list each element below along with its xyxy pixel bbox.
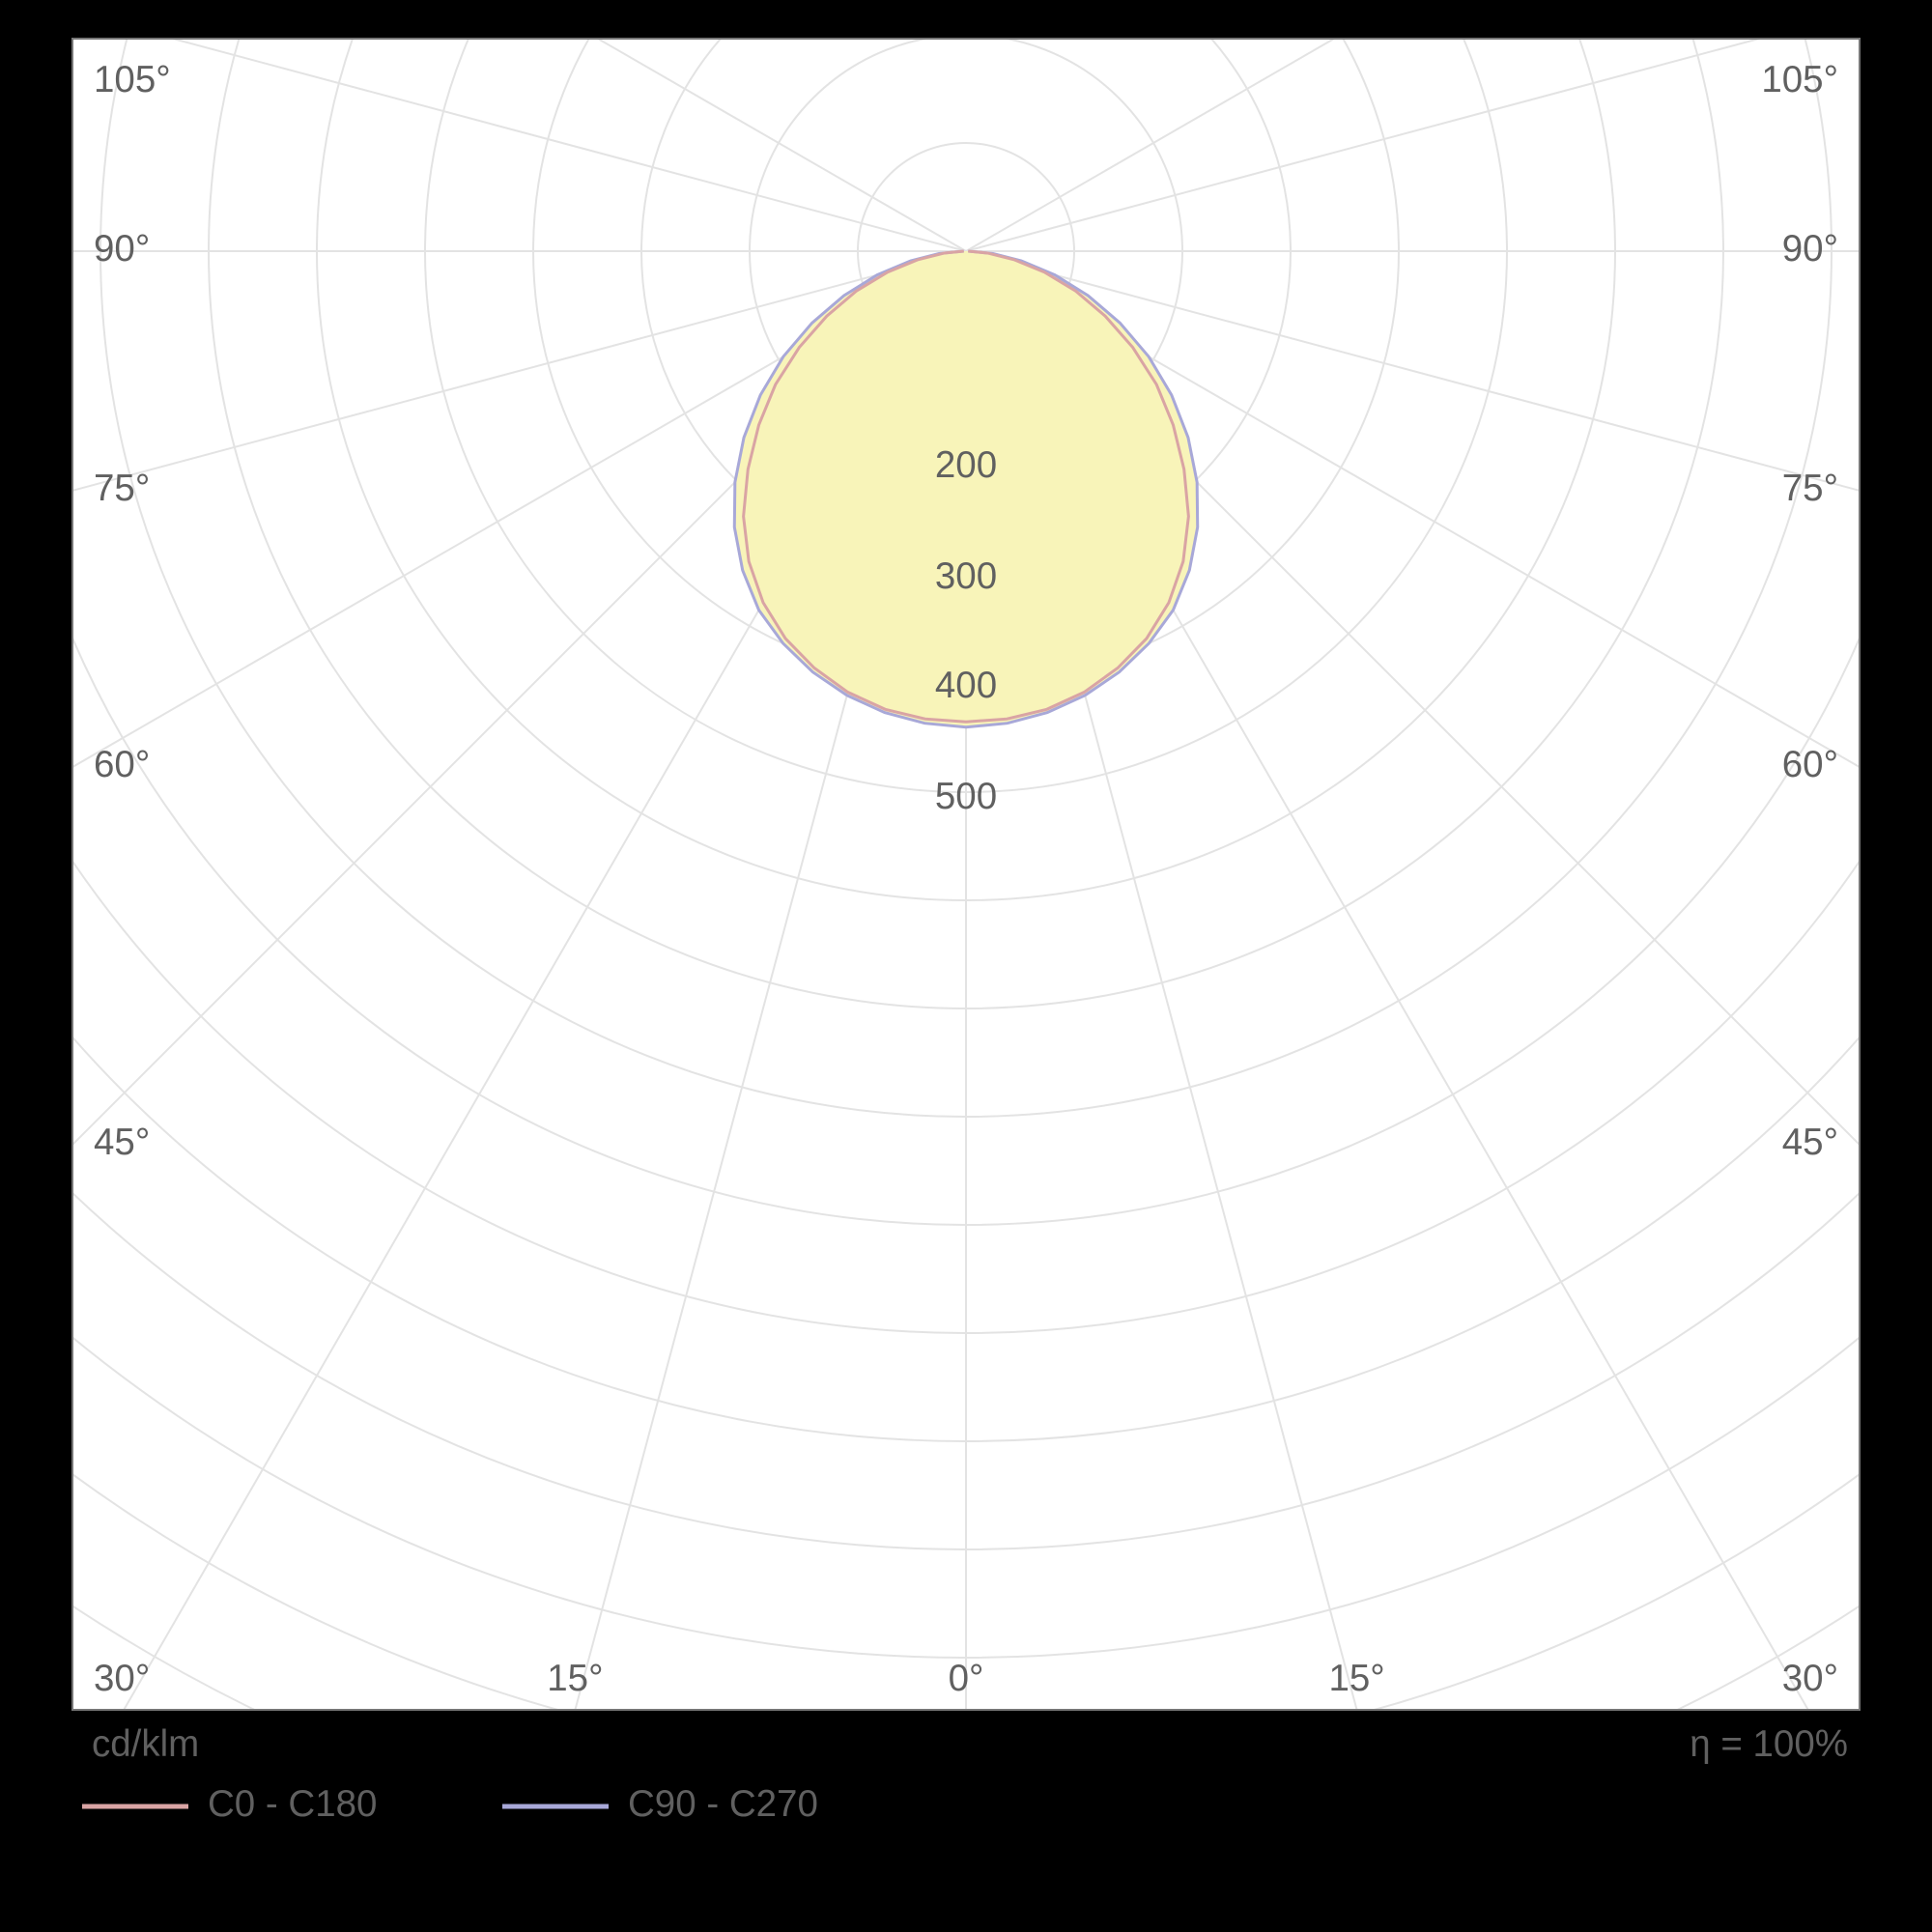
legend-label: C90 - C270: [628, 1783, 818, 1825]
angle-tick-label: 60°: [94, 744, 150, 785]
eta-label: η = 100%: [1690, 1723, 1848, 1765]
angle-tick-label: 105°: [1761, 59, 1838, 100]
unit-label: cd/klm: [92, 1723, 199, 1765]
angle-tick-label: 45°: [94, 1122, 150, 1163]
radial-tick-label: 500: [935, 776, 997, 817]
angle-tick-label: 15°: [1328, 1658, 1384, 1699]
angle-tick-label: 90°: [1782, 228, 1838, 270]
radial-tick-label: 400: [935, 665, 997, 706]
angle-tick-label: 90°: [94, 228, 150, 270]
angle-tick-label: 30°: [1782, 1658, 1838, 1699]
angle-tick-label: 75°: [94, 468, 150, 509]
radial-tick-label: 300: [935, 555, 997, 597]
legend: C0 - C180 C90 - C270: [82, 1783, 818, 1825]
angle-tick-label: 60°: [1782, 744, 1838, 785]
polar-luminous-intensity-chart: 200 300 400 500 105° 90° 75° 60° 45° 30° 105° 90° 7…: [0, 0, 1932, 1932]
angle-tick-label: 105°: [94, 59, 171, 100]
radial-tick-label: 200: [935, 444, 997, 486]
angle-tick-label: 30°: [94, 1658, 150, 1699]
angle-tick-label: 15°: [547, 1658, 603, 1699]
angle-tick-label: 0°: [949, 1658, 984, 1699]
angle-tick-label: 75°: [1782, 468, 1838, 509]
angle-tick-label: 45°: [1782, 1122, 1838, 1163]
chart-svg: 200 300 400 500 105° 90° 75° 60° 45° 30° 105° 90° 7…: [0, 0, 1932, 1932]
chart-footer: cd/klm η = 100% C0 - C180 C90 - C270: [82, 1723, 1848, 1825]
legend-label: C0 - C180: [208, 1783, 377, 1825]
